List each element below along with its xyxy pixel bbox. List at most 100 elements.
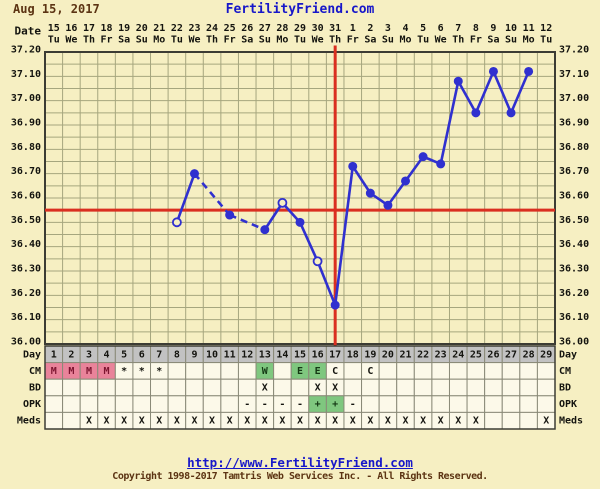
table-cell [185, 395, 204, 413]
cell-text: X [315, 383, 321, 394]
cell-text: 10 [206, 349, 218, 360]
table-cell [79, 395, 99, 413]
temp-point-day-16 [312, 256, 323, 267]
cell-text: M [104, 366, 110, 377]
row-label-left: Day [23, 349, 41, 360]
cell-text: * [156, 366, 162, 377]
weekday-tick: Tu [417, 35, 429, 46]
date-tick: 3 [385, 23, 391, 34]
table-cell [273, 378, 292, 397]
temp-segment [298, 221, 319, 262]
y-tick: 36.50 [559, 215, 589, 226]
cell-text: X [156, 416, 162, 427]
cell-text: 22 [417, 349, 429, 360]
table-cell [44, 411, 64, 430]
cell-text: - [279, 399, 285, 410]
table-cell [62, 378, 81, 397]
date-tick: 17 [83, 23, 95, 34]
temp-segment [474, 70, 495, 114]
temp-segment [316, 260, 337, 306]
weekday-tick: Sa [241, 35, 253, 46]
cell-text: X [174, 416, 180, 427]
weekday-tick: Tu [540, 35, 552, 46]
table-cell [501, 411, 521, 430]
temp-point-day-14 [277, 197, 288, 208]
cell-text: * [139, 366, 145, 377]
y-axis-labels-right: 37.20 37.10 37.00 36.90 36.80 36.70 36.60 36.50… [559, 45, 589, 348]
table-cell [202, 378, 222, 397]
table-cell [220, 362, 239, 380]
date-tick: 6 [438, 23, 444, 34]
cell-text: M [68, 366, 74, 377]
cell-text: X [86, 416, 92, 427]
temp-point-day-24 [453, 76, 463, 86]
y-tick: 36.90 [559, 118, 589, 129]
cell-text: 23 [435, 349, 447, 360]
cell-text: X [244, 416, 250, 427]
cell-text: 25 [470, 349, 482, 360]
row-label-left: OPK [23, 399, 41, 410]
table-cell [413, 362, 433, 380]
y-tick: 36.30 [559, 264, 589, 275]
temp-segment [509, 70, 530, 114]
table-cell [343, 362, 363, 380]
date-tick: 30 [312, 23, 324, 34]
weekday-tick: Fr [224, 35, 236, 46]
cell-text: 26 [487, 349, 499, 360]
table-cell [97, 378, 116, 397]
table-cell [501, 362, 521, 380]
date-tick: 23 [188, 23, 200, 34]
table-cell [466, 362, 486, 380]
weekday-tick: Mo [153, 35, 165, 46]
table-cell [79, 378, 99, 397]
temp-point-day-15 [295, 217, 305, 227]
temp-segment [404, 155, 425, 182]
cell-text: * [121, 366, 127, 377]
y-tick: 36.10 [11, 312, 41, 323]
cell-text: X [262, 383, 268, 394]
cell-text: X [438, 416, 444, 427]
table-cell [185, 362, 204, 380]
cell-text: 4 [104, 349, 110, 360]
temp-point-day-28 [524, 66, 534, 76]
table-cell [132, 378, 152, 397]
table-cell [167, 395, 187, 413]
cell-text: X [385, 416, 391, 427]
y-tick: 36.90 [11, 118, 41, 129]
table-cell [237, 362, 257, 380]
cell-text: + [315, 399, 321, 410]
table-cell [396, 362, 415, 380]
y-tick: 36.60 [11, 191, 41, 202]
temp-point-day-11 [225, 210, 235, 220]
y-tick: 37.20 [559, 45, 589, 56]
date-tick: 22 [171, 23, 183, 34]
table-cell [413, 378, 433, 397]
table-border [44, 345, 556, 430]
date-tick: 12 [540, 23, 552, 34]
row-label-left: CM [29, 366, 41, 377]
cell-text: 5 [121, 349, 127, 360]
y-tick: 36.60 [559, 191, 589, 202]
cell-text: 6 [139, 349, 145, 360]
cell-text: 14 [276, 349, 288, 360]
weekday-tick: Mo [276, 35, 288, 46]
cell-text: 1 [51, 349, 57, 360]
cell-text: W [262, 366, 269, 377]
weekday-tick: Su [259, 35, 271, 46]
fertilityfriend-link[interactable]: http://www.FertilityFriend.com [187, 455, 413, 470]
table-cell [220, 378, 239, 397]
y-axis-labels-left: 37.20 37.10 37.00 36.90 36.80 36.70 36.60 36.50… [11, 45, 41, 348]
cell-text: X [473, 416, 479, 427]
brand-title: FertilityFriend.com [225, 2, 375, 17]
cell-text: C [332, 366, 338, 377]
y-tick: 36.00 [559, 337, 589, 348]
date-tick: 8 [473, 23, 479, 34]
table-cell [44, 378, 64, 397]
weekday-tick: Sa [364, 35, 376, 46]
weekday-tick: Su [382, 35, 394, 46]
cell-text: X [455, 416, 461, 427]
row-label-right: Meds [559, 416, 583, 427]
date-tick: 18 [101, 23, 113, 34]
cell-text: - [350, 399, 356, 410]
